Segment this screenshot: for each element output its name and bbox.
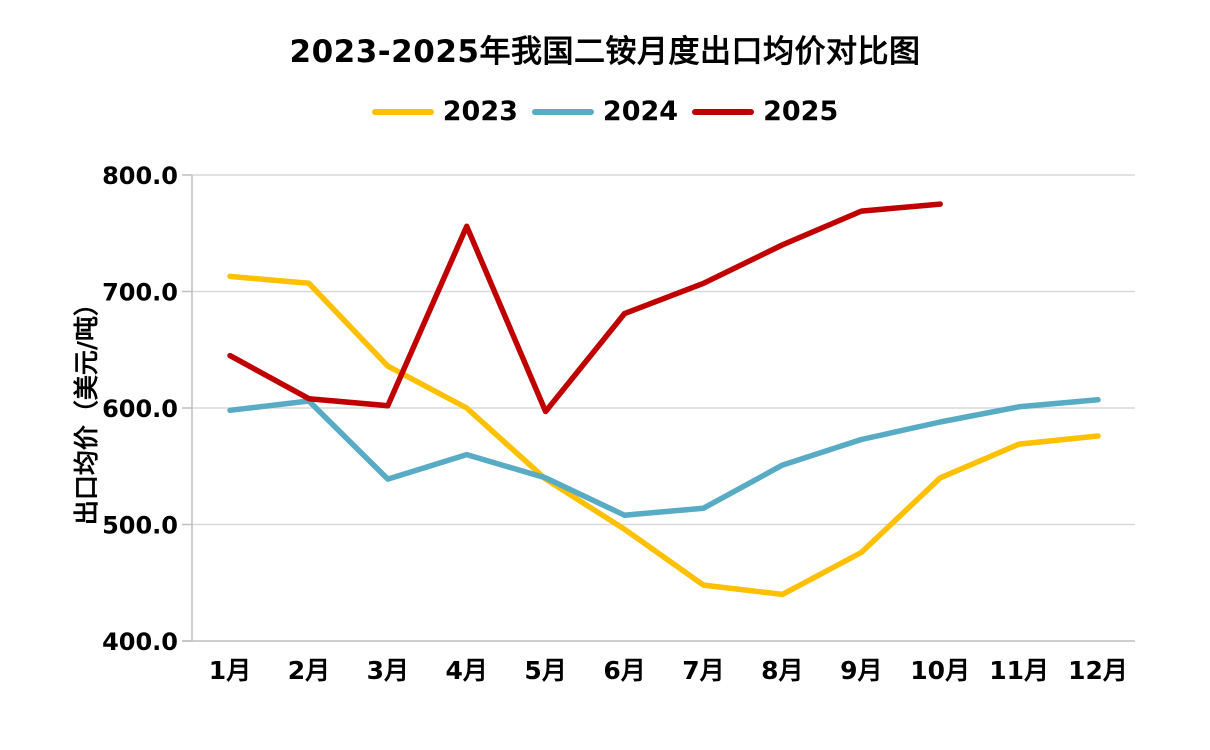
legend-item-2024: 2024	[531, 96, 679, 127]
legend-label-2025: 2025	[763, 96, 839, 127]
x-tick-label-5: 5月	[524, 656, 566, 685]
x-tick-label-4: 4月	[446, 656, 488, 685]
x-tick-label-12: 12月	[1068, 656, 1128, 685]
y-tick-label-800: 800.0	[102, 162, 178, 190]
y-tick-label-700: 700.0	[102, 279, 178, 307]
legend-label-2024: 2024	[602, 96, 679, 127]
series-line-2024	[227, 397, 1101, 518]
legend-swatch-2025	[692, 108, 755, 115]
y-tick-label-400: 400.0	[102, 628, 178, 656]
x-tick-label-7: 7月	[682, 656, 724, 685]
x-tick-label-1: 1月	[209, 656, 251, 685]
y-tick-label-500: 500.0	[102, 512, 178, 540]
x-tick-label-3: 3月	[367, 656, 409, 685]
x-tick-label-6: 6月	[603, 656, 645, 685]
x-tick-label-10: 10月	[910, 656, 970, 685]
legend-item-2025: 2025	[692, 96, 838, 127]
legend-item-2023: 2023	[371, 96, 518, 127]
x-tick-label-11: 11月	[989, 656, 1049, 685]
chart-title: 2023-2025年我国二铵月度出口均价对比图	[289, 34, 921, 70]
y-tick-label-600: 600.0	[102, 395, 178, 423]
series-line-2023	[227, 273, 1101, 598]
legend-swatch-2023	[371, 108, 434, 115]
x-tick-label-9: 9月	[840, 656, 882, 685]
series-line-2025	[227, 201, 943, 415]
legend-swatch-2024	[531, 108, 594, 115]
legend: 2023 2024 2025	[0, 96, 1210, 127]
x-tick-label-8: 8月	[761, 656, 803, 685]
x-tick-label-2: 2月	[288, 656, 330, 685]
legend-label-2023: 2023	[442, 96, 518, 127]
